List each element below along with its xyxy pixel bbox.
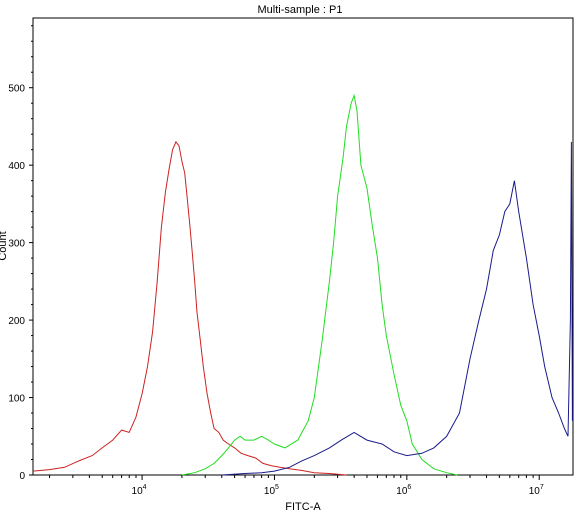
y-tick-label: 300 xyxy=(8,239,25,250)
x-tick-label: 105 xyxy=(264,484,279,497)
y-axis-label: Count xyxy=(0,231,9,260)
x-axis-label: FITC-A xyxy=(285,501,321,513)
series-line-1 xyxy=(32,140,347,476)
chart-title: Multi-sample : P1 xyxy=(258,4,343,16)
y-tick-label: 400 xyxy=(8,161,25,172)
x-tick-label: 106 xyxy=(396,484,411,497)
x-tick-label: 107 xyxy=(529,484,544,497)
x-axis: 104 105 106 107 xyxy=(49,475,544,497)
y-tick-label: 0 xyxy=(19,471,25,482)
series-line-3 xyxy=(221,141,573,476)
x-tick-label: 104 xyxy=(132,484,147,497)
series-line-2 xyxy=(181,93,458,476)
y-tick-label: 100 xyxy=(8,394,25,405)
plot-frame xyxy=(32,17,574,476)
y-tick-label: 500 xyxy=(8,84,25,95)
series-layer xyxy=(32,93,573,476)
y-tick-label: 200 xyxy=(8,316,25,327)
y-axis: 0 100 200 300 400 500 xyxy=(8,25,33,482)
